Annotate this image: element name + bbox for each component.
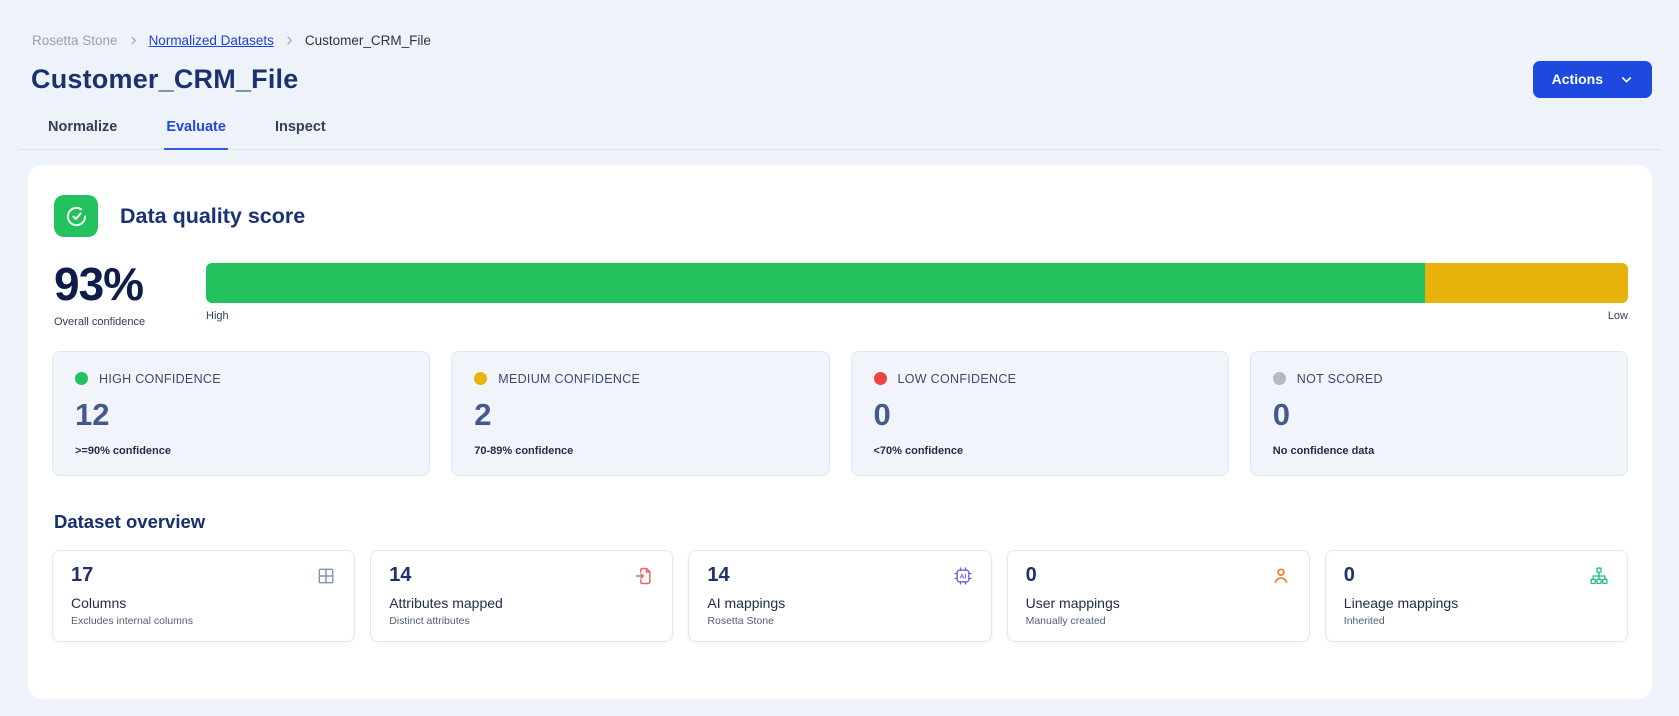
card-description: Rosetta Stone: [707, 614, 774, 627]
card-top-row: 17: [71, 564, 336, 587]
card-header: HIGH CONFIDENCE: [75, 372, 407, 386]
bar-segment-medium: [1424, 263, 1628, 303]
check-circle-icon: [54, 195, 98, 237]
ai-chip-icon: AI: [953, 566, 973, 586]
chevron-right-icon: [284, 35, 295, 46]
overview-cards: 17 Columns Excludes internal columns 14 …: [52, 549, 1628, 642]
card-top-row: 14: [389, 564, 654, 587]
gray-dot-icon: [1272, 372, 1286, 386]
lineage-icon: [1589, 566, 1609, 586]
page-title: Customer_CRM_File: [31, 64, 299, 94]
card-label: Lineage mappings: [1343, 594, 1459, 611]
confidence-bar-area: High Low: [206, 263, 1628, 322]
low-confidence-card: LOW CONFIDENCE 0 <70% confidence: [850, 350, 1229, 476]
chevron-down-icon: [1620, 73, 1633, 86]
card-header: NOT SCORED: [1272, 371, 1605, 386]
card-value: 0: [1025, 563, 1037, 586]
card-description: 70-89% confidence: [474, 444, 574, 457]
bar-segment-high: [206, 263, 1425, 303]
high-confidence-card: HIGH CONFIDENCE 12 >=90% confidence: [52, 350, 431, 476]
card-value: 12: [75, 396, 110, 432]
bar-labels: High Low: [206, 310, 1628, 322]
card-value: 14: [707, 563, 730, 586]
bar-label-high: High: [206, 310, 229, 322]
card-value: 2: [474, 396, 492, 432]
card-description: Excludes internal columns: [71, 614, 193, 627]
card-header: LOW CONFIDENCE: [873, 371, 1206, 386]
user-mappings-card: 0 User mappings Manually created: [1006, 549, 1310, 642]
card-value: 14: [389, 563, 412, 586]
card-label: MEDIUM CONFIDENCE: [498, 371, 641, 386]
card-top-row: 14 AI: [707, 564, 972, 587]
ai-mappings-card: 14 AI AI mappings Rosetta Stone: [688, 549, 992, 642]
actions-button-label: Actions: [1551, 71, 1603, 87]
chevron-right-icon: [128, 35, 139, 46]
attributes-mapped-card: 14 Attributes mapped Distinct attributes: [370, 549, 674, 642]
tab-normalize[interactable]: Normalize: [48, 119, 118, 135]
card-value: 17: [71, 563, 94, 586]
breadcrumb: Rosetta Stone Normalized Datasets Custom…: [0, 0, 1679, 48]
confidence-cards: HIGH CONFIDENCE 12 >=90% confidence MEDI…: [52, 350, 1628, 476]
card-description: <70% confidence: [873, 444, 964, 457]
red-dot-icon: [873, 372, 887, 386]
card-label: NOT SCORED: [1296, 371, 1383, 386]
bar-label-low: Low: [1607, 310, 1628, 322]
medium-confidence-card: MEDIUM CONFIDENCE 2 70-89% confidence: [451, 350, 830, 476]
breadcrumb-item-rosetta-stone[interactable]: Rosetta Stone: [32, 33, 118, 48]
tab-evaluate[interactable]: Evaluate: [164, 113, 228, 150]
quality-section-header: Data quality score: [52, 195, 1628, 237]
actions-button[interactable]: Actions: [1532, 61, 1652, 98]
confidence-bar: [206, 263, 1628, 303]
card-description: No confidence data: [1272, 444, 1375, 457]
columns-card: 17 Columns Excludes internal columns: [52, 549, 356, 642]
score-value: 93%: [54, 258, 144, 310]
tab-inspect[interactable]: Inspect: [274, 119, 326, 135]
table-icon: [316, 566, 336, 586]
import-document-icon: [634, 566, 654, 586]
not-scored-card: NOT SCORED 0 No confidence data: [1249, 350, 1628, 476]
quality-section-title: Data quality score: [120, 203, 306, 228]
card-value: 0: [1272, 396, 1290, 432]
page-header: Customer_CRM_File Actions: [0, 48, 1679, 98]
overall-score: 93% Overall confidence: [54, 258, 180, 328]
card-label: LOW CONFIDENCE: [897, 371, 1017, 386]
yellow-dot-icon: [474, 372, 488, 386]
score-caption: Overall confidence: [54, 315, 146, 328]
green-dot-icon: [75, 372, 88, 386]
card-description: >=90% confidence: [75, 444, 171, 457]
breadcrumb-item-normalized-datasets[interactable]: Normalized Datasets: [148, 33, 274, 48]
card-label: Columns: [71, 594, 127, 611]
card-label: AI mappings: [707, 594, 786, 611]
card-description: Distinct attributes: [389, 614, 470, 627]
tab-bar: Normalize Evaluate Inspect: [18, 113, 1661, 150]
card-label: Attributes mapped: [389, 594, 503, 611]
breadcrumb-item-current: Customer_CRM_File: [304, 33, 431, 48]
evaluate-panel: Data quality score 93% Overall confidenc…: [28, 165, 1652, 699]
card-top-row: 0: [1026, 564, 1291, 587]
dataset-overview-title: Dataset overview: [54, 510, 206, 532]
card-description: Inherited: [1343, 614, 1385, 627]
user-icon: [1271, 566, 1291, 586]
card-header: MEDIUM CONFIDENCE: [474, 372, 806, 386]
card-value: 0: [1343, 563, 1355, 586]
lineage-mappings-card: 0 Lineage mappings Inherited: [1324, 549, 1628, 642]
card-top-row: 0: [1344, 564, 1609, 587]
card-label: User mappings: [1025, 594, 1120, 611]
score-row: 93% Overall confidence High Low: [52, 258, 1628, 328]
card-label: HIGH CONFIDENCE: [99, 371, 221, 386]
card-value: 0: [873, 396, 891, 432]
svg-text:AI: AI: [959, 573, 966, 580]
card-description: Manually created: [1025, 614, 1106, 627]
